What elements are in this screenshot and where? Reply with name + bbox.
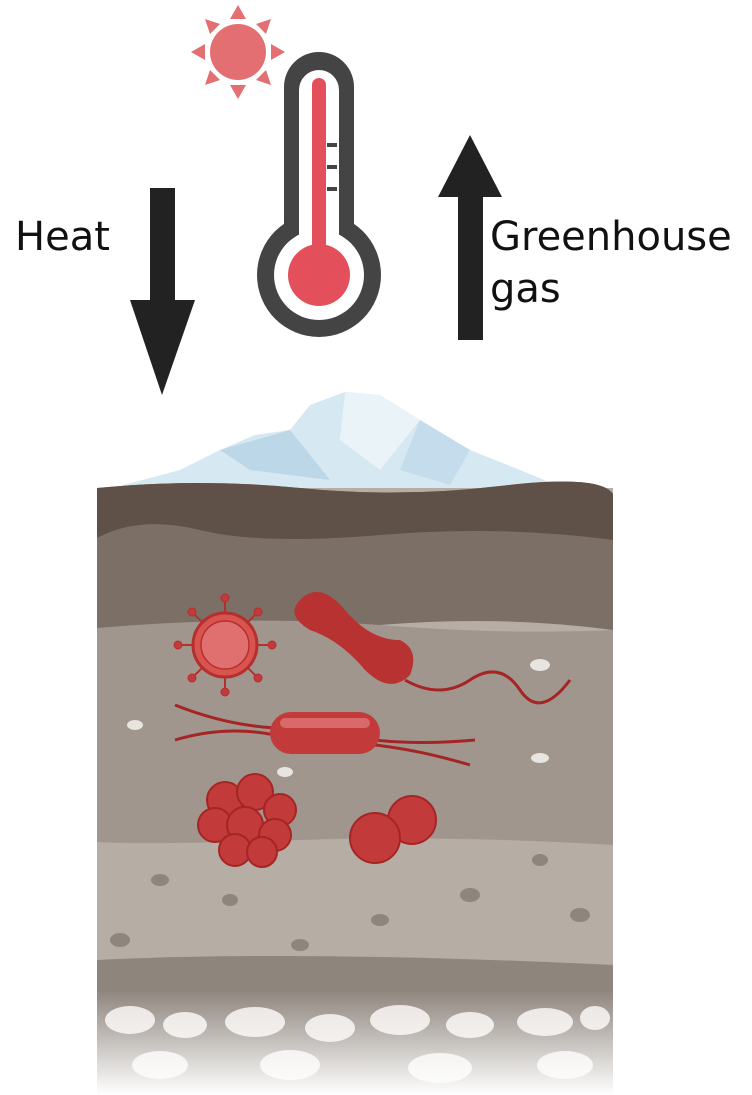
gas-label: Greenhouse: [490, 214, 732, 260]
heat-arrow: [130, 188, 195, 395]
thermometer: [257, 52, 381, 337]
ice: [105, 392, 585, 497]
gas-label: gas: [490, 266, 561, 312]
sun: [191, 5, 285, 99]
virus: [174, 594, 276, 696]
soil: [97, 482, 613, 1095]
diagram: Heat Greenhouse gas: [0, 0, 752, 1095]
heat-label: Heat: [15, 214, 110, 260]
